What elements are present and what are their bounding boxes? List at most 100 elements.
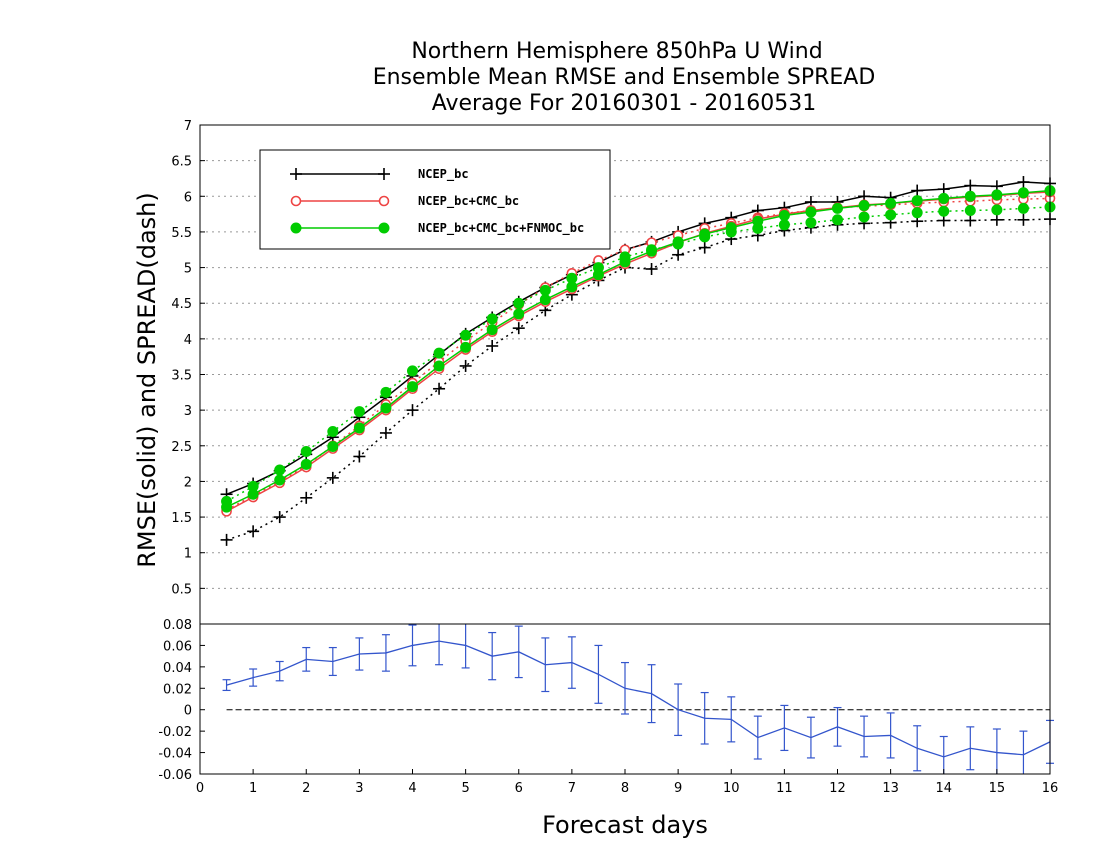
plus-marker xyxy=(378,168,390,180)
x-tick-label: 16 xyxy=(1042,781,1059,796)
filled-circle-marker xyxy=(991,204,1003,216)
filled-circle-marker xyxy=(885,197,897,209)
top-y-tick-label: 4.5 xyxy=(171,297,192,312)
filled-circle-marker xyxy=(858,211,870,223)
filled-circle-marker xyxy=(460,341,472,353)
y-axis-label: RMSE(solid) and SPREAD(dash) xyxy=(133,192,161,568)
filled-circle-marker xyxy=(221,501,233,513)
legend-box xyxy=(259,149,611,250)
x-tick-label: 5 xyxy=(461,781,469,796)
x-tick-label: 12 xyxy=(829,781,846,796)
filled-circle-marker xyxy=(858,200,870,212)
bottom-panel-series xyxy=(222,624,1054,774)
x-tick-label: 0 xyxy=(196,781,204,796)
top-y-tick-label: 1.5 xyxy=(171,511,192,526)
filled-circle-marker xyxy=(407,381,418,393)
filled-circle-marker xyxy=(486,313,498,325)
x-axis-label: Forecast days xyxy=(542,811,708,839)
filled-circle-marker xyxy=(380,402,392,414)
filled-circle-marker xyxy=(274,474,286,486)
open-circle-marker xyxy=(378,195,390,207)
filled-circle-marker xyxy=(964,190,976,202)
filled-circle-marker xyxy=(778,210,790,222)
plus-marker xyxy=(1017,213,1030,226)
plus-marker xyxy=(433,382,446,395)
spread-line xyxy=(226,206,1051,503)
x-tick-label: 8 xyxy=(621,781,629,796)
filled-circle-marker xyxy=(938,192,950,204)
filled-circle-marker xyxy=(619,256,631,268)
plus-marker xyxy=(406,404,419,417)
filled-circle-marker xyxy=(327,440,339,452)
filled-circle-marker xyxy=(911,207,923,219)
top-y-tick-label: 5 xyxy=(184,262,192,277)
bottom-y-tick-label: -0.06 xyxy=(158,768,192,783)
plus-marker xyxy=(964,179,977,192)
top-panel-series xyxy=(220,176,1056,546)
top-y-tick-label: 6 xyxy=(184,190,192,205)
x-tick-label: 1 xyxy=(249,781,257,796)
filled-circle-marker xyxy=(752,215,764,227)
plus-marker xyxy=(326,471,339,484)
x-tick-label: 2 xyxy=(302,781,310,796)
filled-circle-marker xyxy=(407,365,418,377)
filled-circle-marker xyxy=(566,281,578,293)
legend-label: NCEP_bc+CMC_bc xyxy=(418,194,519,209)
chart-title-line-2: Ensemble Mean RMSE and Ensemble SPREAD xyxy=(373,65,876,90)
top-y-tick-label: 2.5 xyxy=(171,440,192,455)
filled-circle-marker xyxy=(805,217,817,229)
bottom-y-tick-label: 0.06 xyxy=(163,639,192,654)
plus-marker xyxy=(1017,176,1030,189)
legend: NCEP_bc NCEP_bc+CMC_bc NCEP_bc+CMC_bc+FNMO… xyxy=(259,149,611,250)
chart-title-line-1: Northern Hemisphere 850hPa U Wind xyxy=(411,39,822,64)
bottom-y-tick-label: 0 xyxy=(184,704,192,719)
top-y-axis-ticks: 0.5 1 1.5 2 2.5 3 3.5 4 4.5 5 5.5 6 6.5 7 xyxy=(171,119,205,597)
x-tick-label: 3 xyxy=(355,781,363,796)
plus-marker xyxy=(379,426,392,439)
filled-circle-marker xyxy=(290,222,302,234)
x-tick-label: 11 xyxy=(776,781,793,796)
x-tick-label: 7 xyxy=(568,781,576,796)
filled-circle-marker xyxy=(592,269,604,281)
difference-line xyxy=(226,640,1051,758)
filled-circle-marker xyxy=(247,488,259,500)
filled-circle-marker xyxy=(938,205,950,217)
plus-marker xyxy=(911,184,924,197)
filled-circle-marker xyxy=(832,214,843,226)
bottom-y-tick-label: 0.04 xyxy=(163,661,192,676)
x-tick-label: 10 xyxy=(723,781,740,796)
x-tick-label: 9 xyxy=(674,781,682,796)
bottom-y-tick-label: 0.08 xyxy=(163,618,192,633)
filled-circle-marker xyxy=(1017,202,1029,214)
filled-circle-marker xyxy=(964,205,976,217)
filled-circle-marker xyxy=(832,202,843,214)
filled-circle-marker xyxy=(699,228,711,240)
x-tick-label: 6 xyxy=(515,781,523,796)
top-y-tick-label: 4 xyxy=(184,333,192,348)
x-tick-label: 15 xyxy=(989,781,1006,796)
filled-circle-marker xyxy=(378,222,390,234)
filled-circle-marker xyxy=(646,245,658,257)
filled-circle-marker xyxy=(380,386,392,398)
filled-circle-marker xyxy=(513,308,525,320)
filled-circle-marker xyxy=(539,284,551,296)
plus-marker xyxy=(459,359,472,372)
filled-circle-marker xyxy=(433,347,445,359)
plus-marker xyxy=(290,168,302,180)
filled-circle-marker xyxy=(672,236,684,248)
filled-circle-marker xyxy=(486,324,498,336)
filled-circle-marker xyxy=(300,458,312,470)
bottom-y-tick-label: -0.04 xyxy=(158,747,192,762)
filled-circle-marker xyxy=(911,195,923,207)
x-tick-label: 13 xyxy=(882,781,899,796)
filled-circle-marker xyxy=(725,222,737,234)
plus-marker xyxy=(247,525,260,538)
plus-marker xyxy=(486,339,499,352)
x-axis-ticks: 0 1 2 3 4 5 6 7 8 9 10 11 12 13 14 15 16 xyxy=(196,769,1058,796)
filled-circle-marker xyxy=(433,360,445,372)
filled-circle-marker xyxy=(300,445,312,457)
plus-marker xyxy=(645,262,658,275)
top-y-tick-label: 0.5 xyxy=(171,582,192,597)
top-y-tick-label: 5.5 xyxy=(171,226,192,241)
